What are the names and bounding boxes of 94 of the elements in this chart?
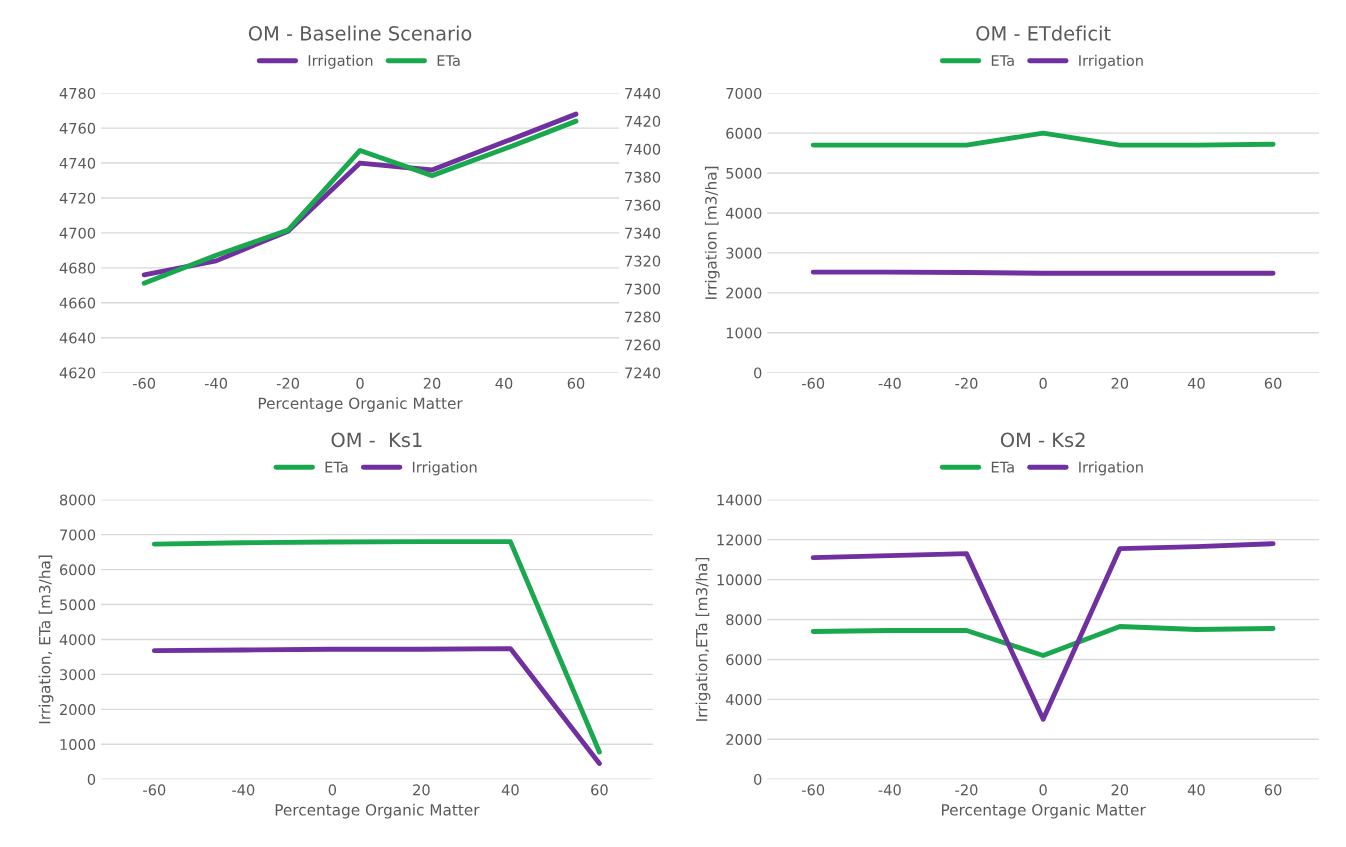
y-axis-title: Irrigation [m3/ha] xyxy=(704,166,720,299)
legend-label: Irrigation xyxy=(1079,461,1143,476)
x-axis-title: Percentage Organic Matter xyxy=(942,803,1146,819)
y-tick-label: 12000 xyxy=(717,534,762,546)
x-axis-title: Percentage Organic Matter xyxy=(258,397,463,412)
line-series xyxy=(810,624,1276,658)
x-tick-label: 40 xyxy=(1187,784,1205,796)
legend-label: Irrigation xyxy=(1079,54,1143,69)
x-tick-label: 40 xyxy=(501,784,519,796)
y-tick-label: 4620 xyxy=(59,367,96,379)
line-series xyxy=(151,646,602,766)
y-tick-label: 4680 xyxy=(59,262,96,274)
y-tick-label: 2000 xyxy=(60,704,96,716)
x-tick-label: 0 xyxy=(1039,784,1047,796)
y2-tick-label: 7420 xyxy=(625,115,661,127)
legend-label: ETa xyxy=(325,461,348,473)
y-tick-label: 4000 xyxy=(725,207,762,219)
y-tick-label: 5000 xyxy=(60,599,96,611)
y-tick-label: 4780 xyxy=(59,87,96,99)
x-tick-label: -40 xyxy=(878,377,901,389)
y2-tick-label: 7240 xyxy=(625,367,661,379)
x-tick-label: 60 xyxy=(1264,784,1282,796)
x-tick-label: 0 xyxy=(356,377,364,389)
x-tick-label: 20 xyxy=(1111,784,1129,796)
x-tick-label: -20 xyxy=(276,377,300,389)
y-tick-label: 4000 xyxy=(725,694,762,706)
y2-tick-label: 7340 xyxy=(625,227,661,239)
x-tick-label: -20 xyxy=(955,377,978,389)
x-tick-label: 20 xyxy=(423,377,441,389)
y2-tick-label: 7380 xyxy=(625,171,661,183)
y2-tick-label: 7400 xyxy=(625,143,661,155)
x-tick-label: -40 xyxy=(232,784,255,796)
x-tick-label: 20 xyxy=(1111,377,1129,389)
line-series xyxy=(810,541,1276,722)
chart-title: OM - Ks2 xyxy=(1000,432,1085,448)
y-tick-label: 4660 xyxy=(59,297,96,309)
y2-tick-label: 7440 xyxy=(625,87,661,99)
y-tick-label: 6000 xyxy=(59,564,96,576)
legend-label: Irrigation xyxy=(412,461,477,476)
x-tick-label: -40 xyxy=(878,784,901,796)
legend-label: Irrigation xyxy=(308,54,373,69)
y-axis-title: Irrigation,ETa [m3/ha] xyxy=(695,557,711,721)
x-tick-label: -60 xyxy=(132,377,156,389)
y-tick-label: 8000 xyxy=(59,494,96,506)
legend-label: ETa xyxy=(437,55,460,67)
y-tick-label: 1000 xyxy=(60,739,96,751)
x-tick-label: 0 xyxy=(328,784,337,796)
y2-tick-label: 7280 xyxy=(625,311,661,323)
x-tick-label: 60 xyxy=(591,784,608,796)
x-tick-label: 60 xyxy=(567,377,585,389)
line-series xyxy=(151,539,602,755)
y-tick-label: 0 xyxy=(754,367,762,379)
y-tick-label: 3000 xyxy=(60,669,96,681)
x-tick-label: -60 xyxy=(802,784,825,796)
y-tick-label: 6000 xyxy=(726,654,762,666)
y2-tick-label: 7360 xyxy=(625,199,661,211)
y2-tick-label: 7300 xyxy=(625,283,661,295)
y2-tick-label: 7320 xyxy=(625,255,661,267)
x-tick-label: -40 xyxy=(204,377,228,389)
y-axis-title: Irrigation, ETa [m3/ha] xyxy=(38,555,54,724)
x-tick-label: -20 xyxy=(955,784,978,796)
chart-title: OM - Ks1 xyxy=(331,432,422,448)
y-tick-label: 6000 xyxy=(726,127,762,139)
y-tick-label: 5000 xyxy=(726,167,762,179)
x-tick-label: -60 xyxy=(143,784,166,796)
y-tick-label: 2000 xyxy=(726,734,762,746)
x-tick-label: 20 xyxy=(413,784,430,796)
y2-tick-label: 7260 xyxy=(625,339,661,351)
y-tick-label: 14000 xyxy=(717,494,762,506)
y-tick-label: 3000 xyxy=(726,247,762,259)
y-tick-label: 0 xyxy=(87,773,96,785)
y-tick-label: 8000 xyxy=(726,614,762,626)
legend-label: ETa xyxy=(991,461,1014,473)
y-tick-label: 4000 xyxy=(59,634,96,646)
y-tick-label: 10000 xyxy=(717,574,762,586)
y-tick-label: 1000 xyxy=(726,327,762,339)
chart-title: OM - ETdeficit xyxy=(976,25,1111,41)
y-tick-label: 4720 xyxy=(59,192,96,204)
y-tick-label: 4640 xyxy=(59,332,96,344)
chart-title: OM - Baseline Scenario xyxy=(248,25,472,41)
x-tick-label: 0 xyxy=(1039,377,1047,389)
x-tick-label: 40 xyxy=(495,377,513,389)
x-tick-label: 60 xyxy=(1264,377,1282,389)
x-tick-label: 40 xyxy=(1187,377,1205,389)
y-tick-label: 0 xyxy=(754,773,762,785)
y-tick-label: 4760 xyxy=(59,122,96,134)
x-tick-label: -60 xyxy=(802,377,825,389)
y-tick-label: 2000 xyxy=(726,287,762,299)
y-tick-label: 4700 xyxy=(59,227,96,239)
y-tick-label: 7000 xyxy=(60,529,96,541)
legend-label: ETa xyxy=(991,55,1014,67)
y-tick-label: 7000 xyxy=(726,87,762,99)
x-axis-title: Percentage Organic Matter xyxy=(275,803,480,819)
y-tick-label: 4740 xyxy=(59,157,96,169)
